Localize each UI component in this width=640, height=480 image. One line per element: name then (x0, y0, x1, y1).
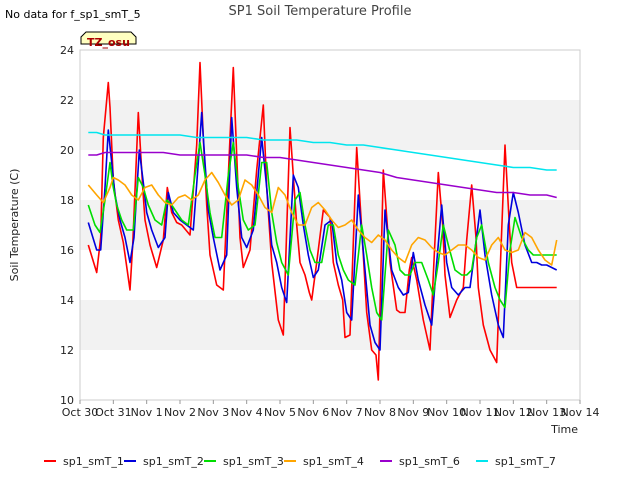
x-axis-label: Time (550, 423, 578, 436)
x-tick-label: Nov 1 (131, 406, 163, 419)
legend-label: sp1_smT_7 (495, 455, 556, 468)
timezone-badge: TZ_osu (80, 31, 137, 49)
legend-label: sp1_smT_2 (143, 455, 204, 468)
x-tick-label: Nov 6 (297, 406, 329, 419)
x-tick-label: Nov 7 (331, 406, 363, 419)
grid-band (80, 50, 580, 100)
x-tick-label: Oct 30 (62, 406, 99, 419)
series-line-sp1_smT_7 (88, 131, 557, 171)
x-tick-label: Nov 14 (561, 406, 600, 419)
chart-title: SP1 Soil Temperature Profile (229, 4, 412, 19)
badge-shape (80, 31, 137, 45)
legend-label: sp1_smT_3 (223, 455, 284, 468)
x-tick-label: Nov 5 (264, 406, 296, 419)
y-axis-ticks: 10 12 14 16 18 20 22 24 (60, 44, 74, 407)
badge-label: TZ_osu (87, 36, 130, 49)
series-line-sp1_smT_4 (87, 171, 558, 266)
y-tick-label: 18 (60, 194, 74, 207)
x-tick-label: Nov 13 (527, 406, 566, 419)
no-data-note: No data for f_sp1_smT_5 (5, 8, 141, 21)
y-tick-label: 16 (60, 244, 74, 257)
grid-band (80, 100, 580, 150)
y-tick-label: 24 (60, 44, 74, 57)
x-tick-label: Nov 11 (461, 406, 500, 419)
y-tick-label: 22 (60, 94, 74, 107)
plot-area-border (79, 49, 581, 401)
y-axis-label: Soil Temperature (C) (8, 169, 21, 282)
grid-bands (80, 50, 580, 400)
legend-label: sp1_smT_6 (399, 455, 460, 468)
y-tick-label: 10 (60, 394, 74, 407)
legend: sp1_smT_1 sp1_smT_2 sp1_smT_3 sp1_smT_4 sp1_… (44, 455, 556, 468)
series-line-sp1_smT_6 (88, 151, 557, 199)
x-tick-label: Nov 3 (197, 406, 229, 419)
x-tick-label: Nov 8 (364, 406, 396, 419)
x-tick-label: Nov 4 (231, 406, 263, 419)
grid-band (80, 350, 580, 400)
series-line-sp1_smT_3 (87, 141, 557, 321)
x-tick-label: Oct 31 (95, 406, 132, 419)
y-tick-label: 12 (60, 344, 74, 357)
grid-band (80, 150, 580, 200)
y-tick-label: 14 (60, 294, 74, 307)
legend-label: sp1_smT_4 (303, 455, 364, 468)
x-tick-label: Nov 10 (427, 406, 466, 419)
series-lines (87, 61, 558, 381)
y-tick-label: 20 (60, 144, 74, 157)
x-tick-label: Nov 12 (494, 406, 533, 419)
grid-band (80, 300, 580, 350)
series-line-sp1_smT_1 (87, 61, 557, 381)
x-tick-label: Nov 2 (164, 406, 196, 419)
x-tick-label: Nov 9 (397, 406, 429, 419)
legend-label: sp1_smT_1 (63, 455, 124, 468)
